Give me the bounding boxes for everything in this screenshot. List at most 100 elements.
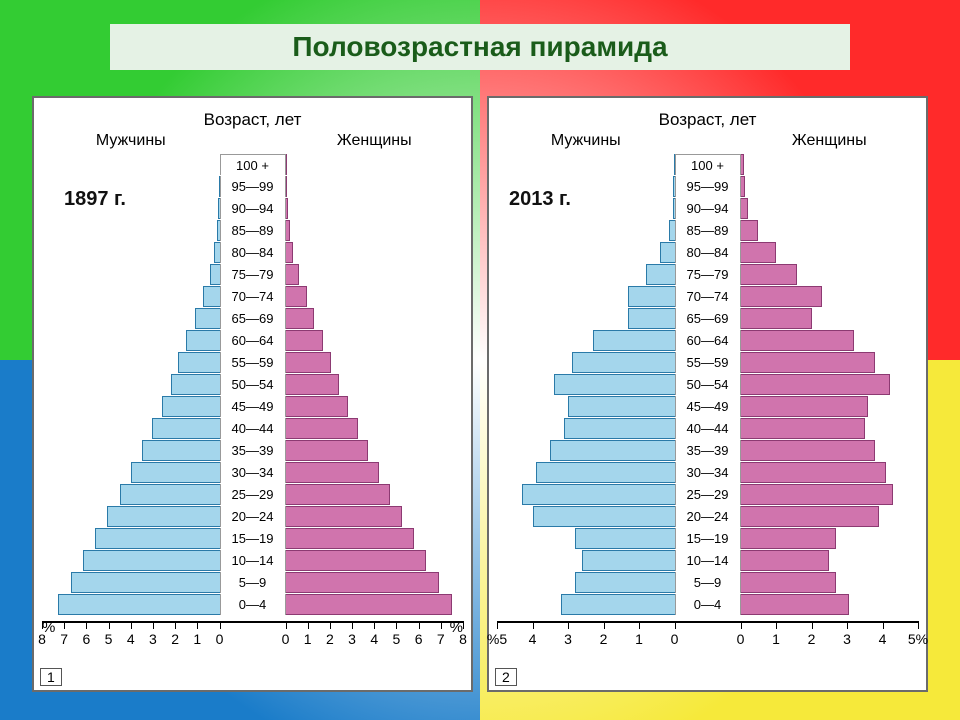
female-bar [741,352,876,373]
female-bar [741,220,759,241]
age-row: 30—34 [497,462,918,483]
female-bar [286,528,415,549]
female-bar [741,506,879,527]
axis-tick-label: 5 [393,631,401,647]
female-bar [286,572,439,593]
male-bar [564,418,674,439]
age-row: 45—49 [497,396,918,417]
female-header: Женщины [741,132,919,150]
age-label: 50—54 [220,374,286,395]
female-bar [286,396,348,417]
age-row: 65—69 [42,308,463,329]
age-row: 70—74 [42,286,463,307]
axis-tick-label: 0 [282,631,290,647]
age-row: 10—14 [497,550,918,571]
male-bar [533,506,675,527]
male-bar [628,308,674,329]
age-label: 75—79 [675,264,741,285]
axis-tick-label: 3 [564,631,572,647]
female-bar [286,286,307,307]
age-label: 15—19 [220,528,286,549]
age-row: 90—94 [42,198,463,219]
male-bar [120,484,220,505]
age-label: 80—84 [220,242,286,263]
male-bar [58,594,220,615]
male-bar [674,154,675,175]
age-label: 25—29 [675,484,741,505]
female-bar [741,572,837,593]
female-bar [741,264,798,285]
age-label: 65—69 [675,308,741,329]
age-label: 45—49 [220,396,286,417]
female-bar [286,594,452,615]
age-row: 80—84 [497,242,918,263]
female-bar [286,418,358,439]
age-row: 30—34 [42,462,463,483]
axis-tick-label: 5% [908,631,928,647]
age-row: 55—59 [497,352,918,373]
age-label: 50—54 [675,374,741,395]
male-bar [575,528,674,549]
age-label: 10—14 [675,550,741,571]
age-label: 80—84 [675,242,741,263]
pyramid-panel: Возраст, летМужчиныЖенщины2013 г.100 +95… [487,96,928,692]
male-bar [107,506,219,527]
female-bar [286,484,390,505]
male-bar [550,440,674,461]
age-row: 20—24 [497,506,918,527]
axis-tick-label: 2 [600,631,608,647]
female-header: Женщины [286,132,464,150]
axis-tick-label: 4 [370,631,378,647]
age-label: 95—99 [220,176,286,197]
axis-tick-label: 1 [772,631,780,647]
female-bar [286,352,331,373]
male-bar [171,374,220,395]
female-bar [286,198,288,219]
age-row: 35—39 [497,440,918,461]
age-header: Возраст, лет [497,110,918,130]
axis-tick-label: 5 [105,631,113,647]
female-bar [741,484,894,505]
male-bar [162,396,220,417]
female-bar [741,374,890,395]
age-row: 100 + [497,154,918,175]
age-row: 40—44 [497,418,918,439]
axis-tick-label: 6 [415,631,423,647]
age-label: 20—24 [220,506,286,527]
age-label: 75—79 [220,264,286,285]
female-bar [286,176,287,197]
chart-panels: Возраст, летМужчиныЖенщины1897 г.100 +95… [32,96,928,692]
age-label: 65—69 [220,308,286,329]
age-row: 85—89 [42,220,463,241]
male-bar [669,220,674,241]
age-label: 60—64 [675,330,741,351]
male-bar [561,594,675,615]
age-label: 100 + [675,154,741,175]
male-bar [522,484,675,505]
age-row: 80—84 [42,242,463,263]
age-label: 25—29 [220,484,286,505]
female-bar [741,440,876,461]
axis-tick-label: 2 [808,631,816,647]
axis-tick-label: 4 [127,631,135,647]
female-bar [286,220,290,241]
axis-tick-label: 2 [326,631,334,647]
age-label: 55—59 [220,352,286,373]
age-row: 50—54 [497,374,918,395]
male-bar [95,528,219,549]
female-bar [741,286,823,307]
female-bar [286,440,368,461]
age-row: 20—24 [42,506,463,527]
male-bar [195,308,219,329]
age-row: 10—14 [42,550,463,571]
axis-tick-label: 2 [171,631,179,647]
x-axis: %543210012345% [497,621,918,659]
population-pyramid: 100 +95—9990—9485—8980—8475—7970—7465—69… [497,154,918,615]
age-label: 15—19 [675,528,741,549]
axis-tick-label: 6 [82,631,90,647]
age-label: 45—49 [675,396,741,417]
female-bar [286,374,339,395]
axis-tick-label: 8 [459,631,467,647]
age-label: 35—39 [675,440,741,461]
age-row: 75—79 [42,264,463,285]
